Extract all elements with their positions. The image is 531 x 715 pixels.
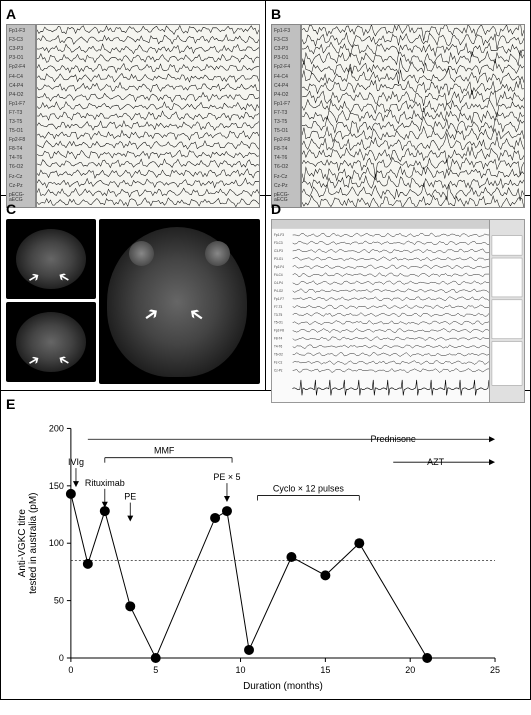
panel-c-label: C <box>6 201 16 217</box>
svg-text:P4-O2: P4-O2 <box>274 289 283 293</box>
top-row: A Fp1-F3F3-C3C3-P3P3-O1Fp2-F4F4-C4C4-P4P… <box>1 1 530 196</box>
svg-text:T6-O2: T6-O2 <box>274 353 283 357</box>
svg-text:C4-P4: C4-P4 <box>274 281 283 285</box>
svg-text:PE: PE <box>124 492 136 502</box>
svg-text:Fp2-F8: Fp2-F8 <box>274 329 284 333</box>
svg-text:tested in australia (pM): tested in australia (pM) <box>28 493 39 594</box>
eeg-b-traces <box>301 24 525 208</box>
mri-coronal-2: ➔ ➔ <box>6 302 96 382</box>
svg-text:PE × 5: PE × 5 <box>213 472 240 482</box>
mri-coronal-1: ➔ ➔ <box>6 219 96 299</box>
panel-a-label: A <box>6 6 16 22</box>
titre-chart: 0 50 100 150 200 0 5 10 15 20 25 IVIg Rituximab PE MMF… <box>11 401 510 695</box>
panel-b: B Fp1-F3F3-C3C3-P3P3-O1Fp2-F4F4-C4C4-P4P… <box>266 1 530 195</box>
panel-b-label: B <box>271 6 281 22</box>
mri-axial-image: ➔ ➔ <box>99 219 260 384</box>
svg-text:T4-T6: T4-T6 <box>274 345 282 349</box>
svg-text:150: 150 <box>49 481 64 491</box>
svg-text:MMF: MMF <box>154 446 175 456</box>
panel-d-label: D <box>271 201 281 217</box>
panel-d: D Fp1-F3 F3-C3 C3-P3 P3-O1 Fp2-F4 F4-C4 C4-P4 P… <box>266 196 530 390</box>
eeg-d-traces: Fp1-F3 F3-C3 C3-P3 P3-O1 Fp2-F4 F4-C4 C4-P4 P4-… <box>272 220 489 402</box>
svg-text:20: 20 <box>405 665 415 675</box>
svg-text:F4-C4: F4-C4 <box>274 273 283 277</box>
svg-text:5: 5 <box>153 665 158 675</box>
svg-text:50: 50 <box>54 596 64 606</box>
mri-axial: ➔ ➔ <box>99 219 260 385</box>
svg-text:15: 15 <box>320 665 330 675</box>
svg-text:200: 200 <box>49 423 64 433</box>
eeg-a-traces <box>36 24 260 208</box>
svg-text:T5-O1: T5-O1 <box>274 321 283 325</box>
figure-container: A Fp1-F3 F3-C3 C3-P3 P3-O1 Fp2-F4 F4-C4 C4-P4 P… <box>0 0 531 700</box>
svg-text:25: 25 <box>490 665 500 675</box>
svg-text:0: 0 <box>59 653 64 663</box>
svg-text:Rituximab: Rituximab <box>85 478 125 488</box>
svg-text:Cz-Pz: Cz-Pz <box>274 368 283 372</box>
svg-text:Fz-Cz: Fz-Cz <box>274 360 283 364</box>
mid-row: C ➔ ➔ ➔ ➔ ➔ ➔ <box>1 196 530 391</box>
svg-text:Fp1-F7: Fp1-F7 <box>274 297 284 301</box>
eeg-b-container: Fp1-F3F3-C3C3-P3P3-O1Fp2-F4F4-C4C4-P4P4-… <box>271 24 525 208</box>
panel-e-label: E <box>6 396 15 412</box>
svg-text:Cyclo × 12 pulses: Cyclo × 12 pulses <box>273 484 345 494</box>
svg-text:10: 10 <box>236 665 246 675</box>
eeg-a-container: Fp1-F3F3-C3C3-P3P3-O1Fp2-F4F4-C4C4-P4P4-… <box>6 24 260 208</box>
svg-text:Fp1-F3: Fp1-F3 <box>274 233 284 237</box>
chart-svg: 0 50 100 150 200 0 5 10 15 20 25 IVIg Rituximab PE MMF… <box>11 401 510 695</box>
mri-coronal-column: ➔ ➔ ➔ ➔ <box>6 219 96 385</box>
svg-text:Anti-VGKC titre: Anti-VGKC titre <box>17 509 28 578</box>
svg-text:Duration (months): Duration (months) <box>243 681 323 692</box>
eeg-a-channel-labels: Fp1-F3F3-C3C3-P3P3-O1Fp2-F4F4-C4C4-P4P4-… <box>6 24 36 208</box>
svg-text:F8-T4: F8-T4 <box>274 337 282 341</box>
svg-text:F3-C3: F3-C3 <box>274 241 283 245</box>
svg-text:F7-T3: F7-T3 <box>274 305 282 309</box>
panel-c: C ➔ ➔ ➔ ➔ ➔ ➔ <box>1 196 266 390</box>
svg-text:IVIg: IVIg <box>68 457 84 467</box>
eeg-b-channel-labels: Fp1-F3F3-C3C3-P3P3-O1Fp2-F4F4-C4C4-P4P4-… <box>271 24 301 208</box>
svg-text:C3-P3: C3-P3 <box>274 249 283 253</box>
eeg-d-sidebar <box>489 220 524 402</box>
panel-a: A Fp1-F3F3-C3C3-P3P3-O1Fp2-F4F4-C4C4-P4P… <box>1 1 266 195</box>
svg-text:0: 0 <box>68 665 73 675</box>
svg-text:T3-T5: T3-T5 <box>274 313 282 317</box>
svg-text:100: 100 <box>49 538 64 548</box>
svg-text:P3-O1: P3-O1 <box>274 257 283 261</box>
svg-text:Fp2-F4: Fp2-F4 <box>274 265 284 269</box>
panel-e: E 0 50 100 150 200 0 5 10 15 20 25 IVIg Rituximab PE M… <box>1 391 530 715</box>
eeg-d-container: Fp1-F3 F3-C3 C3-P3 P3-O1 Fp2-F4 F4-C4 C4-P4 P4-… <box>271 219 525 403</box>
